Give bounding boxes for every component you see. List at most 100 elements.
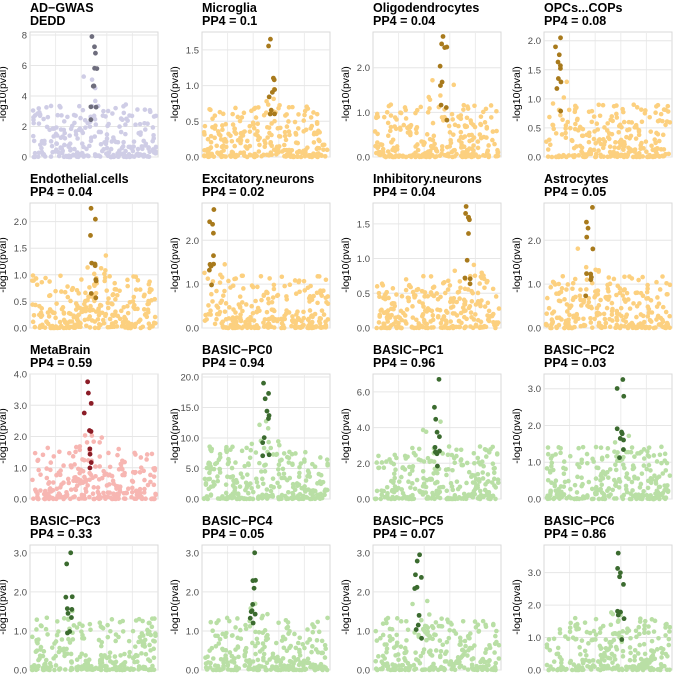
- data-point: [136, 639, 141, 645]
- data-point: [589, 325, 595, 330]
- data-point: [267, 130, 272, 136]
- data-point: [325, 301, 331, 307]
- data-point: [44, 105, 49, 110]
- data-point: [323, 319, 328, 325]
- data-point: [566, 107, 572, 113]
- data-point: [558, 450, 563, 456]
- data-point: [573, 636, 579, 642]
- data-point: [429, 308, 435, 314]
- data-point: [235, 616, 240, 621]
- data-point: [44, 615, 50, 621]
- data-point: [107, 316, 113, 322]
- highlight-point: [467, 281, 473, 287]
- data-point: [602, 125, 607, 130]
- data-point: [564, 666, 569, 672]
- data-point: [644, 296, 649, 301]
- data-point: [572, 153, 577, 158]
- data-point: [34, 648, 40, 654]
- data-point: [65, 284, 70, 289]
- data-point: [588, 315, 593, 321]
- data-point: [137, 469, 143, 475]
- data-point: [215, 129, 221, 134]
- data-point: [239, 300, 245, 305]
- data-point: [545, 496, 551, 502]
- data-point: [663, 309, 669, 315]
- data-point: [83, 653, 88, 658]
- data-point: [260, 476, 265, 482]
- data-point: [277, 458, 283, 464]
- data-point: [51, 480, 56, 485]
- data-point: [56, 649, 62, 655]
- highlight-point: [438, 102, 444, 108]
- data-point: [266, 300, 271, 306]
- data-point: [403, 658, 408, 663]
- data-point: [410, 315, 416, 320]
- data-point: [73, 449, 78, 455]
- data-point: [630, 154, 636, 160]
- data-point: [43, 661, 48, 666]
- data-point: [593, 486, 599, 492]
- data-point: [35, 496, 41, 502]
- data-point: [262, 644, 267, 650]
- highlight-point: [585, 225, 591, 231]
- data-point: [447, 627, 453, 633]
- scatter-panel: OPCs...COPs PP4 = 0.08 -log10(pval) 0.0 0.5 1…: [511, 2, 685, 173]
- data-point: [111, 666, 117, 672]
- data-point: [406, 124, 412, 129]
- data-point: [38, 472, 43, 477]
- data-point: [264, 667, 269, 673]
- data-point: [323, 325, 329, 330]
- highlight-point: [414, 558, 420, 564]
- data-point: [143, 496, 148, 502]
- data-point: [113, 319, 119, 325]
- data-point: [293, 645, 299, 651]
- data-point: [324, 147, 330, 153]
- panel-title-line2: PP4 = 0.1: [202, 14, 258, 28]
- data-point: [218, 150, 224, 155]
- data-point: [387, 457, 392, 462]
- data-point: [129, 113, 135, 119]
- data-point: [595, 288, 601, 294]
- data-point: [221, 153, 226, 159]
- data-point: [259, 496, 265, 501]
- data-point: [132, 306, 138, 312]
- data-point: [30, 133, 36, 139]
- data-point: [81, 301, 87, 307]
- data-point: [386, 295, 391, 301]
- data-point: [306, 470, 312, 476]
- data-point: [237, 495, 243, 501]
- data-point: [271, 286, 277, 292]
- data-point: [480, 109, 486, 115]
- data-point: [395, 652, 401, 657]
- data-point: [471, 656, 476, 661]
- data-point: [253, 651, 258, 657]
- data-point: [554, 291, 559, 296]
- data-point: [69, 464, 74, 470]
- data-point: [422, 290, 428, 295]
- data-point: [76, 496, 82, 502]
- data-point: [279, 492, 285, 498]
- data-point: [379, 460, 385, 465]
- data-point: [282, 133, 288, 139]
- panel-title-line2: PP4 = 0.94: [202, 356, 265, 370]
- data-point: [257, 422, 262, 428]
- data-point: [403, 116, 409, 121]
- data-point: [590, 658, 596, 663]
- data-point: [91, 496, 97, 502]
- y-tick-label: 5.0: [186, 464, 199, 475]
- data-point: [134, 488, 140, 494]
- data-point: [117, 316, 123, 322]
- data-point: [246, 462, 251, 468]
- data-point: [223, 325, 229, 330]
- data-point: [228, 285, 233, 290]
- highlight-point: [590, 204, 595, 210]
- data-point: [445, 325, 450, 331]
- data-point: [404, 307, 410, 312]
- data-point: [439, 616, 444, 621]
- data-point: [469, 299, 475, 304]
- data-point: [454, 479, 460, 484]
- data-point: [255, 133, 261, 139]
- data-point: [87, 325, 93, 330]
- data-point: [473, 483, 479, 489]
- data-point: [575, 474, 580, 480]
